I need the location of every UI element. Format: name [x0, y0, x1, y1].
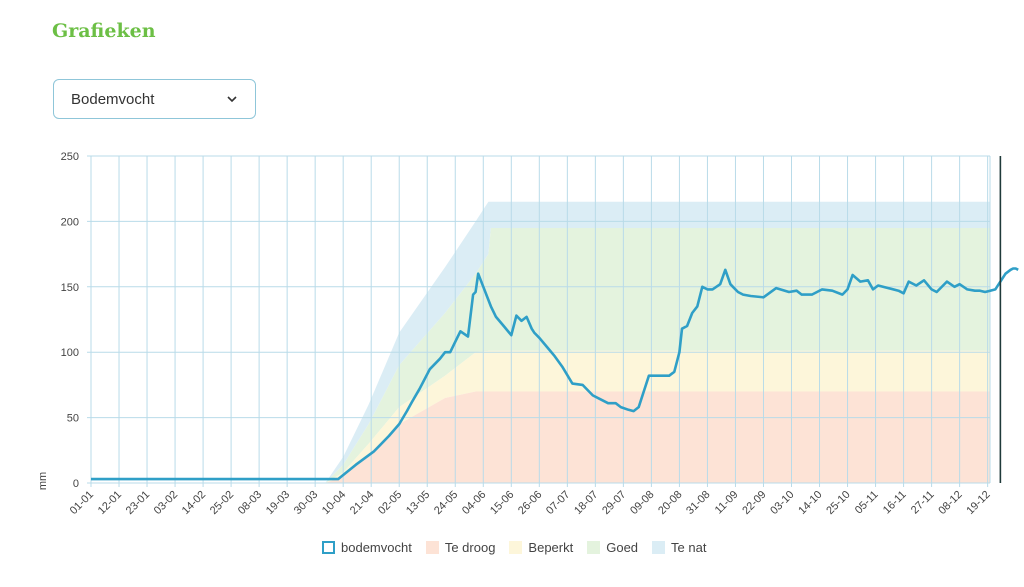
legend-swatch-te-nat	[652, 541, 666, 554]
x-tick-label: 02-05	[376, 489, 404, 517]
x-tick-label: 08-12	[936, 489, 964, 517]
legend-label-bodemvocht: bodemvocht	[341, 540, 412, 555]
x-tick-label: 10-04	[320, 489, 348, 517]
legend-item-te-droog[interactable]: Te droog	[425, 540, 496, 555]
x-tick-label: 09-08	[628, 489, 656, 517]
x-tick-label: 03-10	[768, 489, 796, 517]
legend-swatch-goed	[587, 541, 601, 554]
legend-item-te-nat[interactable]: Te nat	[652, 540, 706, 555]
chart-legend: bodemvocht Te droog Beperkt Goed Te nat	[322, 540, 720, 555]
y-tick-label: 200	[61, 216, 79, 228]
legend-label-te-droog: Te droog	[444, 540, 496, 555]
x-tick-label: 12-01	[96, 489, 124, 517]
x-tick-label: 08-03	[236, 489, 264, 517]
x-tick-label: 13-05	[404, 489, 432, 517]
x-tick-label: 04-06	[460, 489, 488, 517]
chart-type-select[interactable]: Bodemvocht	[53, 79, 256, 119]
x-tick-label: 18-07	[572, 489, 600, 517]
x-tick-label: 23-01	[124, 489, 152, 517]
y-tick-label: 50	[67, 413, 79, 425]
series-line-bodemvocht	[91, 267, 1019, 481]
x-tick-label: 03-02	[152, 489, 180, 517]
x-tick-label: 14-02	[180, 489, 208, 517]
legend-swatch-beperkt	[509, 541, 523, 554]
select-value: Bodemvocht	[71, 91, 155, 108]
x-tick-label: 25-02	[208, 489, 236, 517]
y-axis-label: mm	[37, 472, 49, 490]
y-tick-label: 0	[73, 478, 79, 490]
x-tick-label: 20-08	[656, 489, 684, 517]
legend-item-goed[interactable]: Goed	[587, 540, 638, 555]
page-title: Grafieken	[52, 20, 156, 42]
x-tick-label: 11-09	[713, 489, 741, 517]
legend-label-beperkt: Beperkt	[528, 540, 574, 555]
y-tick-label: 100	[61, 347, 79, 359]
x-tick-label: 15-06	[488, 489, 516, 517]
legend-label-goed: Goed	[606, 540, 639, 555]
legend-label-te-nat: Te nat	[671, 540, 707, 555]
x-tick-label: 31-08	[684, 489, 712, 517]
x-tick-label: 21-04	[348, 489, 376, 517]
legend-swatch-bodemvocht	[322, 541, 335, 554]
x-tick-label: 05-11	[853, 489, 881, 517]
x-tick-label: 27-11	[909, 489, 937, 517]
soil-moisture-chart: 01-01 12-01 23-01 03-02 14-02 25-02 08-03 19-03…	[37, 151, 1019, 517]
x-tick-label: 01-01	[68, 489, 96, 517]
x-tick-label: 29-07	[600, 489, 628, 517]
x-tick-label: 16-11	[881, 489, 909, 517]
x-tick-label: 26-06	[516, 489, 544, 517]
legend-item-beperkt[interactable]: Beperkt	[509, 540, 573, 555]
y-tick-label: 150	[61, 282, 79, 294]
x-tick-label: 30-03	[292, 489, 320, 517]
x-tick-label: 22-09	[740, 489, 768, 517]
x-tick-label: 19-03	[264, 489, 292, 517]
x-tick-label: 19-12	[964, 489, 992, 517]
x-tick-label: 25-10	[824, 489, 852, 517]
legend-item-bodemvocht[interactable]: bodemvocht	[322, 540, 412, 555]
x-tick-label: 14-10	[796, 489, 824, 517]
legend-swatch-te-droog	[425, 541, 439, 554]
band-beperkt	[91, 350, 990, 483]
band-te-droog	[91, 391, 990, 483]
x-tick-label: 24-05	[432, 489, 460, 517]
y-tick-label: 250	[61, 151, 79, 163]
chevron-down-icon	[227, 96, 237, 103]
band-goed	[91, 227, 990, 483]
x-tick-label: 07-07	[544, 489, 572, 517]
